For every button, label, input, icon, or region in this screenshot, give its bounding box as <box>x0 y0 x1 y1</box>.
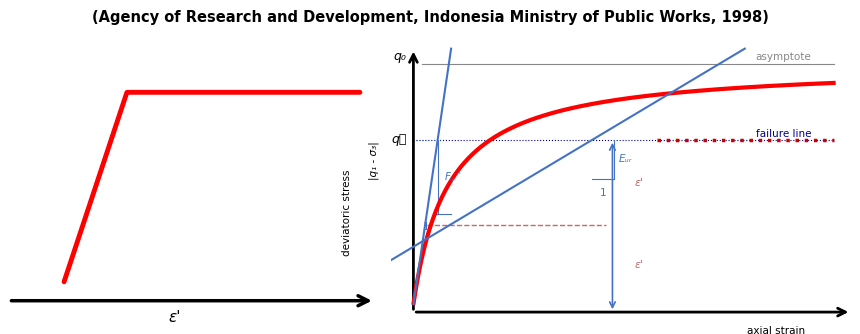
Text: 1: 1 <box>423 222 430 232</box>
Text: ε': ε' <box>635 260 643 270</box>
Text: ε': ε' <box>635 178 643 188</box>
Text: deviatoric stress: deviatoric stress <box>342 170 352 256</box>
Text: (Agency of Research and Development, Indonesia Ministry of Public Works, 1998): (Agency of Research and Development, Ind… <box>91 10 769 25</box>
Text: |q₁ - σ₃|: |q₁ - σ₃| <box>368 141 379 180</box>
Text: ε': ε' <box>169 310 181 325</box>
Text: asymptote: asymptote <box>756 52 812 62</box>
Text: 1: 1 <box>599 188 606 198</box>
Text: Fᵢ,˄: Fᵢ,˄ <box>445 172 461 182</box>
Text: axial strain: axial strain <box>747 326 805 334</box>
Text: q₀: q₀ <box>394 50 407 63</box>
Text: Eᵤᵣ: Eᵤᵣ <box>618 155 632 164</box>
Text: q⁦: q⁦ <box>391 133 407 146</box>
Text: failure line: failure line <box>756 129 812 139</box>
